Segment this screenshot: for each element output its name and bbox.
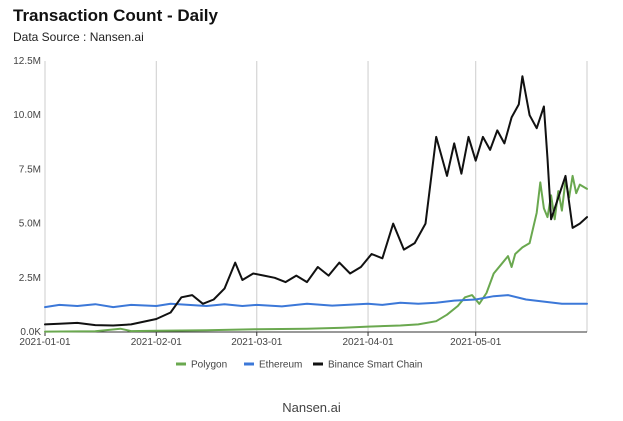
legend-label: Binance Smart Chain [328,360,423,371]
y-tick-label: 2.5M [19,273,41,284]
x-tick-label: 2021-01-01 [19,337,71,348]
chart-subtitle: Data Source : Nansen.ai [13,30,144,44]
legend-label: Polygon [191,360,227,371]
y-tick-label: 5.0M [19,219,41,230]
y-tick-label: 12.5M [13,56,41,67]
x-tick-label: 2021-04-01 [342,337,394,348]
y-axis-ticks: 0.0K 2.5M 5.0M 7.5M 10.0M 12.5M [13,56,41,338]
series-line-ethereum [44,294,588,309]
y-tick-label: 7.5M [19,164,41,175]
legend: Polygon Ethereum Binance Smart Chain [176,360,423,371]
series-line-polygon [44,174,588,333]
source-caption: Nansen.ai [282,400,341,415]
x-tick-label: 2021-03-01 [231,337,283,348]
legend-label: Ethereum [259,360,302,371]
y-tick-label: 10.0M [13,110,41,121]
chart-title: Transaction Count - Daily [13,6,218,25]
gridlines [44,61,588,333]
y-tick-label: 0.0K [20,327,41,338]
x-axis-ticks: 2021-01-01 2021-02-01 2021-03-01 2021-04-01… [19,332,502,348]
x-tick-label: 2021-05-01 [450,337,502,348]
series-line-binance-smart-chain [44,75,588,327]
series-lines [44,75,588,333]
x-tick-label: 2021-02-01 [131,337,183,348]
